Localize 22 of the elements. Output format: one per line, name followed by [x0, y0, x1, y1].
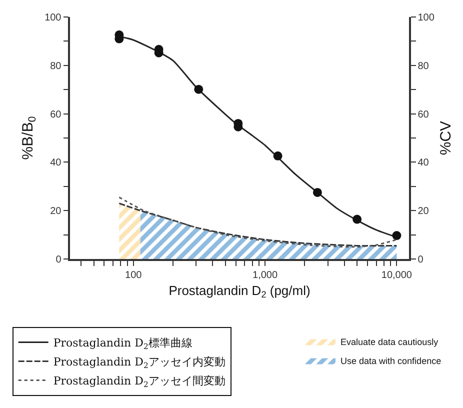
y2-tick-label: 80: [418, 60, 430, 72]
legend-label: Prostaglandin D$_{2}$アッセイ間変動: [53, 374, 226, 389]
legend-label: Prostaglandin D$_{2}$アッセイ内変動: [53, 356, 226, 370]
y-tick-label: 80: [50, 60, 62, 72]
y2-tick-label: 20: [418, 206, 430, 218]
y-tick-label: 100: [44, 12, 62, 24]
y2-tick-label: 100: [418, 12, 435, 24]
y2-tick-label: 0: [418, 254, 424, 266]
y-tick-label: 60: [50, 109, 62, 120]
x-axis-title: Prostaglandin D$_{2}$ (pg/ml): [168, 282, 310, 300]
legend-label: Evaluate data cautiously: [340, 336, 439, 347]
y2-tick-label: 60: [418, 109, 430, 120]
x-tick-label: 100: [125, 270, 142, 281]
x-tick-label: 10,000: [381, 270, 412, 281]
y-tick-label: 40: [50, 158, 62, 169]
y2-tick-label: 40: [418, 158, 430, 169]
legend-label: Use data with confidence: [340, 356, 442, 366]
y2-axis-title: %CV: [437, 120, 454, 156]
y-tick-label: 0: [56, 254, 62, 266]
y-tick-label: 20: [50, 206, 62, 218]
legend-label: Prostaglandin D$_{2}$標準曲線: [53, 336, 192, 351]
x-tick-label: 1,000: [252, 270, 278, 281]
